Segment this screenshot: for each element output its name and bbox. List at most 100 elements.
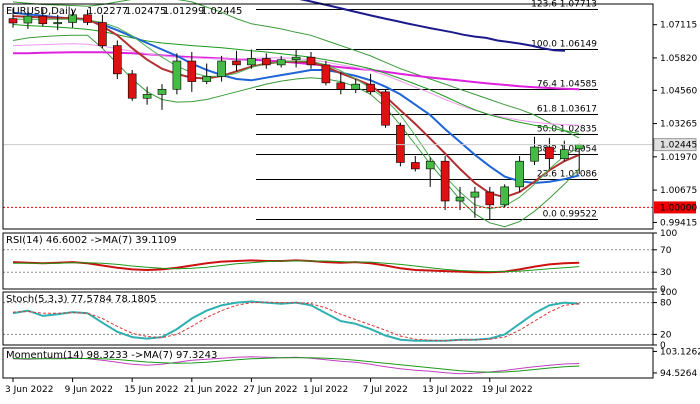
candle-body (172, 60, 182, 90)
date-tick-label: 21 Jun 2022 (184, 385, 238, 395)
indicator-tick-label: 30 (660, 268, 672, 278)
fib-label: 76.4 1.04585 (537, 80, 597, 90)
indicator-tick-label: 70 (660, 246, 672, 256)
candle-body (559, 149, 569, 159)
candle-body (485, 191, 495, 206)
candle-body (113, 45, 122, 75)
candle-body (500, 186, 510, 206)
candle-body (23, 15, 33, 24)
indicator-frame (2, 291, 654, 346)
candle-body (381, 91, 390, 126)
candle-body (247, 58, 256, 66)
indicator-line (13, 260, 580, 273)
price-axis: 1.07115 1.05820 1.04560 1.03265 1.01970 1.006… (653, 21, 697, 228)
ohlc-low: 1.01299 (163, 6, 204, 17)
date-tick-label: 7 Jul 2022 (363, 385, 408, 395)
price-tick-label: 1.00675 (660, 186, 697, 196)
indicator-tick-label: 94.5264 (660, 369, 697, 379)
candle-body (351, 83, 361, 90)
candle-body (410, 162, 420, 170)
candle-body (53, 22, 63, 25)
candle-body (366, 83, 375, 93)
candle-body (276, 59, 286, 66)
fib-label: 100.0 1.06149 (531, 39, 597, 49)
date-tick-label: 9 Jun 2022 (65, 385, 113, 395)
price-tick-label: 0.99415 (660, 218, 697, 228)
date-tick-label: 15 Jun 2022 (124, 385, 178, 395)
fibonacci-levels: 123.6 1.07713 100.0 1.06149 76.4 1.04585 61… (256, 0, 598, 221)
price-tick-label: 1.04560 (660, 86, 697, 96)
fib-label: 50.0 1.02835 (537, 125, 597, 135)
candle-body (232, 60, 241, 66)
candle-body (396, 124, 405, 163)
indicator-tick-label: 100 (660, 229, 677, 239)
marked-price-tag (654, 201, 696, 214)
indicator-tick-label: 0 (660, 341, 666, 351)
moving-average-line (299, 0, 566, 52)
marked-price-label: 1.00000 (660, 203, 697, 213)
indicator-line (12, 301, 580, 342)
candle-body (425, 160, 435, 170)
price-panel: 123.6 1.07713 100.0 1.06149 76.4 1.04585 61… (2, 0, 697, 230)
fib-label: 61.8 1.03617 (537, 105, 597, 115)
candle-body (68, 14, 77, 23)
price-tick-label: 1.03265 (660, 120, 697, 130)
fib-label: 23.6 1.01086 (537, 170, 597, 180)
indicator-frame (2, 232, 654, 290)
candle-body (202, 76, 211, 82)
candle-body (545, 146, 554, 159)
price-tick-label: 1.07115 (660, 21, 697, 31)
indicator-tick-label: 80 (660, 299, 672, 309)
price-tick-label: 1.05820 (660, 54, 697, 64)
indicator-tick-label: 103.1262 (660, 347, 700, 357)
candle-body (291, 56, 301, 61)
candle-body (455, 196, 465, 202)
ohlc-close: 1.02445 (201, 6, 242, 17)
candle-body (336, 82, 346, 90)
ohlc-open: 1.02277 (87, 6, 128, 17)
date-tick-label: 27 Jun 2022 (243, 385, 297, 395)
indicator-title: RSI(14) 46.6002 ->MA(7) 39.1109 (6, 235, 177, 246)
candle-body (98, 22, 107, 46)
indicator-line (12, 357, 580, 373)
candle-body (8, 18, 18, 24)
candle-body (83, 14, 92, 23)
date-tick-label: 1 Jul 2022 (303, 385, 348, 395)
candle-body (187, 60, 197, 82)
candle-body (321, 64, 331, 84)
candle-body (440, 160, 450, 202)
candle-body (38, 15, 48, 25)
candle-body (574, 144, 584, 150)
price-tick-label: 1.01970 (660, 153, 697, 163)
candle-body (470, 191, 480, 198)
fib-label: 0.0 0.99522 (543, 210, 597, 220)
indicator-tick-label: 20 (660, 330, 672, 340)
candle-body (261, 58, 271, 66)
candlesticks (8, 8, 584, 220)
candle-body (306, 56, 316, 66)
date-tick-label: 13 Jul 2022 (422, 385, 473, 395)
indicator-tick-label: 0 (660, 285, 666, 295)
ohlc-high: 1.02475 (125, 6, 166, 17)
candle-body (515, 160, 524, 188)
candle-body (530, 146, 539, 162)
moving-average-line (12, 11, 580, 185)
fib-label: 123.6 1.07713 (531, 0, 597, 9)
date-tick-label: 19 Jul 2022 (482, 385, 533, 395)
indicator-panel: RSI(14) 46.6002 ->MA(7) 39.1109 100 70 30 0 (2, 229, 677, 295)
candle-body (142, 94, 152, 99)
date-axis: 3 Jun 2022 9 Jun 2022 15 Jun 2022 21 Jun 20… (3, 377, 653, 395)
indicator-title: Stoch(5,3,3) 77.5784 78.1805 (6, 294, 157, 305)
chart-title: EURUSD,Daily (6, 6, 77, 17)
candle-body (217, 60, 226, 77)
date-tick-label: 3 Jun 2022 (5, 385, 53, 395)
last-price-tag (653, 138, 697, 152)
candle-body (157, 88, 167, 95)
indicator-title: Momentum(14) 98.3233 ->MA(7) 97.3243 (6, 350, 217, 361)
candle-body (127, 73, 137, 99)
last-price-label: 1.02445 (660, 141, 697, 151)
indicator-tick-label: 100 (660, 288, 677, 298)
